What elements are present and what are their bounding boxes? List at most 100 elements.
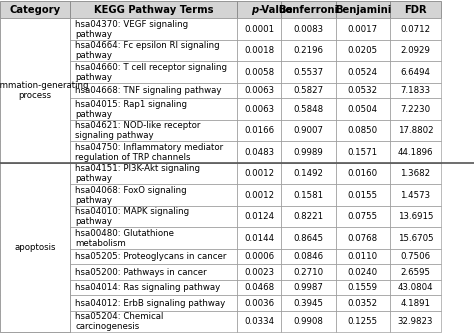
Bar — [336, 249, 390, 265]
Text: p: p — [251, 5, 258, 15]
Bar — [0, 249, 70, 265]
Bar — [336, 280, 390, 296]
Bar — [281, 227, 336, 249]
Text: 0.9007: 0.9007 — [293, 126, 323, 135]
Bar — [70, 120, 237, 142]
Bar — [390, 163, 441, 184]
Bar — [70, 1, 237, 18]
Text: Benjamini: Benjamini — [335, 5, 391, 15]
Bar — [336, 265, 390, 280]
Text: 0.0755: 0.0755 — [348, 212, 378, 221]
Text: 0.1492: 0.1492 — [293, 169, 323, 178]
Text: hsa04068: FoxO signaling
pathway: hsa04068: FoxO signaling pathway — [75, 186, 187, 205]
Bar — [237, 311, 281, 333]
Bar — [0, 265, 70, 280]
Bar — [237, 142, 281, 163]
Text: 0.0240: 0.0240 — [348, 268, 378, 277]
Bar — [0, 184, 70, 206]
Bar — [237, 83, 281, 99]
Bar — [390, 99, 441, 120]
Bar — [237, 40, 281, 61]
Text: hsa04010: MAPK signaling
pathway: hsa04010: MAPK signaling pathway — [75, 207, 189, 226]
Bar — [70, 184, 237, 206]
Bar — [0, 142, 70, 163]
Text: 4.1891: 4.1891 — [401, 299, 430, 308]
Bar — [336, 311, 390, 333]
Text: 0.5537: 0.5537 — [293, 68, 323, 77]
Text: 0.8221: 0.8221 — [293, 212, 323, 221]
Text: 0.0352: 0.0352 — [348, 299, 378, 308]
Bar — [281, 296, 336, 311]
Bar — [281, 311, 336, 333]
Bar — [281, 120, 336, 142]
Text: 2.6595: 2.6595 — [401, 268, 430, 277]
Bar — [390, 83, 441, 99]
Bar — [336, 206, 390, 227]
Text: 0.9908: 0.9908 — [293, 317, 323, 326]
Bar — [0, 61, 70, 83]
Text: 0.0155: 0.0155 — [348, 191, 378, 200]
Bar — [390, 40, 441, 61]
Bar — [237, 18, 281, 40]
Bar — [336, 296, 390, 311]
Bar — [281, 206, 336, 227]
Bar — [0, 280, 70, 296]
Text: 0.9989: 0.9989 — [293, 148, 323, 157]
Bar — [70, 18, 237, 40]
Text: 44.1896: 44.1896 — [398, 148, 433, 157]
Bar — [336, 99, 390, 120]
Bar — [390, 206, 441, 227]
Text: 0.0063: 0.0063 — [244, 105, 274, 114]
Text: 1.3682: 1.3682 — [401, 169, 430, 178]
Bar — [0, 227, 70, 249]
Text: 0.0334: 0.0334 — [244, 317, 274, 326]
Bar — [390, 61, 441, 83]
Bar — [0, 311, 70, 333]
Text: 0.0063: 0.0063 — [244, 86, 274, 95]
Bar — [237, 296, 281, 311]
Bar — [0, 1, 70, 18]
Text: 0.0483: 0.0483 — [244, 148, 274, 157]
Bar — [281, 83, 336, 99]
Bar — [70, 61, 237, 83]
Text: 0.0166: 0.0166 — [244, 126, 274, 135]
Text: 0.0144: 0.0144 — [244, 234, 274, 243]
Text: hsa04012: ErbB signaling pathway: hsa04012: ErbB signaling pathway — [75, 299, 226, 308]
Bar — [70, 249, 237, 265]
Text: -Value: -Value — [258, 5, 293, 15]
Bar — [70, 163, 237, 184]
Bar — [390, 311, 441, 333]
Text: 0.5827: 0.5827 — [293, 86, 323, 95]
Bar — [237, 163, 281, 184]
Text: 0.0468: 0.0468 — [244, 283, 274, 292]
Text: 0.0768: 0.0768 — [348, 234, 378, 243]
Bar — [336, 227, 390, 249]
Text: 0.0006: 0.0006 — [244, 252, 274, 261]
Text: 1.4573: 1.4573 — [401, 191, 430, 200]
Bar — [281, 265, 336, 280]
Text: hsa04621: NOD-like receptor
signaling pathway: hsa04621: NOD-like receptor signaling pa… — [75, 121, 201, 141]
Text: 0.0846: 0.0846 — [293, 252, 323, 261]
Text: 2.0929: 2.0929 — [401, 46, 430, 55]
Text: hsa04014: Ras signaling pathway: hsa04014: Ras signaling pathway — [75, 283, 220, 292]
Text: 0.2196: 0.2196 — [293, 46, 323, 55]
Text: 0.3945: 0.3945 — [293, 299, 323, 308]
Text: 0.0083: 0.0083 — [293, 25, 323, 34]
Text: Bonferroni: Bonferroni — [278, 5, 338, 15]
Text: 0.2710: 0.2710 — [293, 268, 323, 277]
Text: 0.0124: 0.0124 — [244, 212, 274, 221]
Bar — [281, 280, 336, 296]
Bar — [0, 296, 70, 311]
Bar — [0, 83, 70, 99]
Text: 0.0850: 0.0850 — [348, 126, 378, 135]
Text: 0.0058: 0.0058 — [244, 68, 274, 77]
Text: apoptosis: apoptosis — [14, 243, 56, 252]
Text: 0.0504: 0.0504 — [348, 105, 378, 114]
Text: 13.6915: 13.6915 — [398, 212, 433, 221]
Text: 0.0712: 0.0712 — [401, 25, 430, 34]
Text: 0.0110: 0.0110 — [348, 252, 378, 261]
Bar — [0, 18, 70, 163]
Text: 0.0018: 0.0018 — [244, 46, 274, 55]
Text: 0.8645: 0.8645 — [293, 234, 323, 243]
Bar — [70, 227, 237, 249]
